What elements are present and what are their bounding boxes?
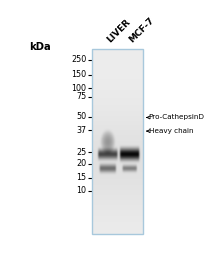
Text: 50: 50	[76, 112, 86, 121]
Text: 250: 250	[71, 55, 86, 64]
Text: 10: 10	[76, 186, 86, 195]
Text: 150: 150	[71, 70, 86, 79]
Bar	[92, 50, 143, 234]
Text: 20: 20	[76, 159, 86, 168]
Text: 15: 15	[76, 173, 86, 182]
Text: LIVER: LIVER	[105, 17, 132, 44]
Text: Pro-CathepsinD: Pro-CathepsinD	[148, 115, 205, 120]
Text: 37: 37	[76, 126, 86, 135]
Text: Heavy chain: Heavy chain	[148, 128, 193, 134]
Text: 25: 25	[76, 147, 86, 156]
Text: MCF-7: MCF-7	[127, 16, 156, 44]
Text: 75: 75	[76, 92, 86, 101]
Text: 100: 100	[71, 84, 86, 93]
Text: kDa: kDa	[29, 42, 51, 52]
